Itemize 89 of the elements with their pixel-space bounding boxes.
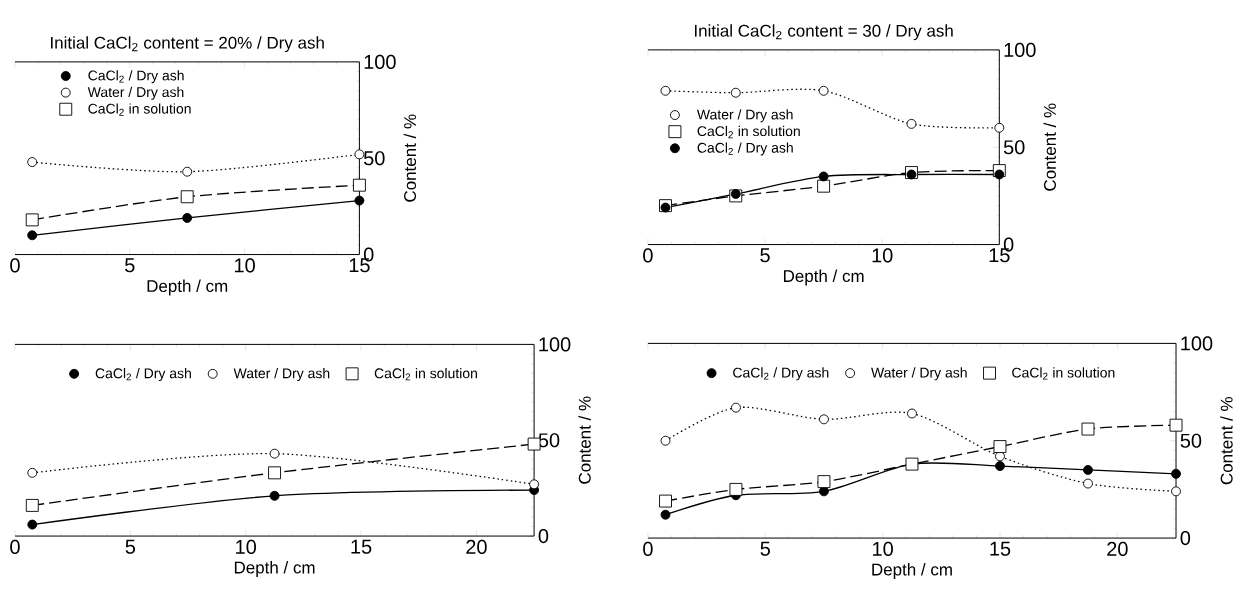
point [354,149,365,160]
x-tick-label: 0 [10,258,20,273]
y-tick-label: 100 [1004,42,1036,57]
y-tick-label: 50 [1180,433,1202,448]
point [730,87,741,98]
legend-label: Water / Dry ash [696,109,793,123]
point [995,461,1005,471]
y-tick-label: 50 [363,151,385,166]
point [1083,465,1093,475]
y-tick-label: 50 [538,433,560,448]
y-tick-label: 100 [539,337,571,352]
point [994,169,1005,180]
y-tick-label: 0 [538,529,549,544]
point [660,85,671,96]
point [660,509,671,520]
point [1081,422,1095,436]
legend-label: Water / Dry ash [871,367,967,381]
point [529,479,540,490]
legend-label: CaCl$_{2}$ / Dry ash [733,367,829,381]
point [817,475,831,489]
y-axis-title: Content / % [403,114,417,202]
point [25,498,39,512]
point [819,414,829,425]
x-axis-title: Depth / cm [147,279,228,296]
x-tick-label: 10 [235,258,255,273]
x-axis-title: Depth / cm [783,269,864,286]
x-tick-label: 10 [872,248,893,263]
chart-title: Initial CaCl$_{2}$ content = 20% / Dry ash [51,36,324,53]
legend-label: Water / Dry ash [233,368,330,382]
point [993,440,1007,454]
y-tick-label: 100 [1181,336,1213,351]
x-tick-label: 0 [10,539,20,554]
x-tick-label: 20 [466,539,487,554]
point [729,482,743,496]
legend-label: Water / Dry ash [87,86,184,100]
legend-label: CaCl$_{2}$ / Dry ash [95,368,191,382]
point [730,402,741,413]
x-tick-label: 5 [760,541,770,556]
x-tick-label: 0 [643,541,653,556]
legend-label: CaCl$_{2}$ in solution [1012,367,1115,380]
x-tick-label: 5 [125,258,135,273]
legend-label: CaCl$_{2}$ in solution [88,103,191,116]
y-axis-title: Content / % [1043,103,1056,191]
point [182,166,193,177]
point [268,466,281,480]
point [269,490,280,501]
point [352,178,366,192]
point [27,467,38,478]
point [1083,478,1093,489]
x-axis-title: Depth / cm [234,561,315,577]
point [27,157,38,168]
chart-title: Initial CaCl$_{2}$ content = 30 / Dry ash [694,24,953,41]
x-tick-label: 5 [760,248,770,263]
x-tick-label: 20 [1107,541,1128,556]
point [25,213,39,227]
point [995,451,1005,462]
legend-label: CaCl$_{2}$ / Dry ash [88,70,184,84]
point [180,190,194,204]
point [27,519,38,530]
point [818,85,829,96]
legend-label: CaCl$_{2}$ / Dry ash [697,142,793,156]
y-axis-title: Content / % [578,396,591,484]
point [1171,468,1181,479]
point [994,122,1005,133]
point [1171,486,1181,497]
point [730,189,741,199]
legend-label: CaCl$_{2}$ in solution [374,368,477,381]
point [354,195,365,206]
point [906,118,917,129]
y-tick-label: 100 [364,54,396,69]
x-tick-label: 0 [643,248,653,263]
legend-label: CaCl$_{2}$ in solution [697,125,800,139]
x-axis-title: Depth / cm [872,563,952,579]
x-tick-label: 10 [236,539,257,554]
y-tick-label: 50 [1003,140,1025,155]
point [1169,418,1183,432]
point [182,213,193,223]
x-tick-label: 15 [351,539,372,554]
x-tick-label: 5 [125,539,136,554]
point [660,435,671,446]
point [817,179,831,193]
point [907,408,917,419]
point [818,171,829,182]
point [819,486,829,497]
x-tick-label: 10 [873,541,893,556]
x-tick-label: 15 [990,541,1011,556]
point [27,230,38,241]
y-axis-title: Content / % [1220,397,1233,485]
point [269,448,280,459]
